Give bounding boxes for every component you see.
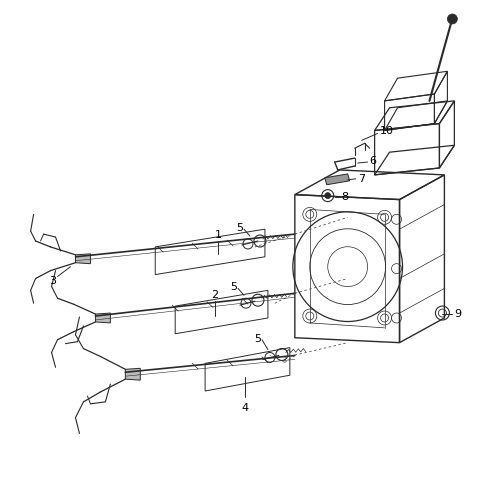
Polygon shape xyxy=(75,254,90,264)
Text: 5: 5 xyxy=(254,333,261,343)
Circle shape xyxy=(325,193,331,199)
Text: 2: 2 xyxy=(212,290,218,300)
Text: 10: 10 xyxy=(380,126,394,136)
Text: 9: 9 xyxy=(455,308,461,318)
Polygon shape xyxy=(125,368,140,380)
Text: 8: 8 xyxy=(342,191,349,201)
Text: 5: 5 xyxy=(230,282,237,292)
Text: 1: 1 xyxy=(215,229,222,240)
Text: 6: 6 xyxy=(370,156,377,166)
Polygon shape xyxy=(96,314,110,323)
Text: 5: 5 xyxy=(236,223,243,233)
Text: 4: 4 xyxy=(241,402,249,412)
Text: 7: 7 xyxy=(358,173,365,183)
Text: 3: 3 xyxy=(49,276,56,286)
Polygon shape xyxy=(325,175,350,185)
Circle shape xyxy=(447,15,457,25)
